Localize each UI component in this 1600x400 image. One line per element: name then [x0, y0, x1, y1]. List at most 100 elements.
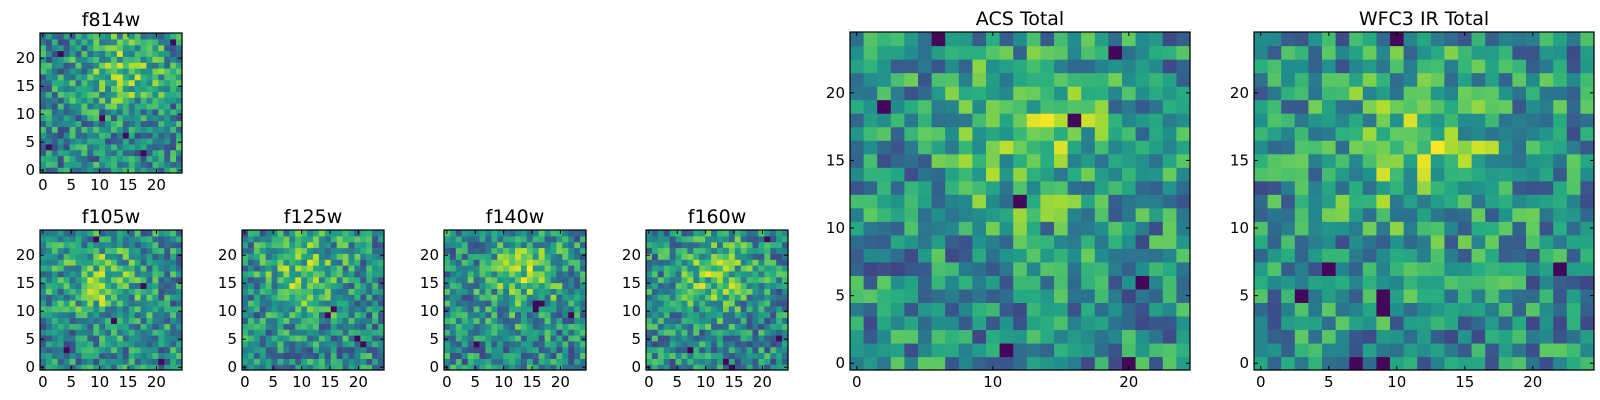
heatmap-cell [146, 56, 154, 63]
heatmap-cell [40, 56, 47, 63]
heatmap-cell [1176, 302, 1191, 317]
heatmap-cell [40, 358, 47, 365]
heatmap-cell [57, 241, 65, 249]
heatmap-cell [1013, 302, 1028, 317]
heatmap-cell [170, 235, 177, 243]
heatmap-cell [40, 317, 47, 324]
heatmap-cell [152, 235, 159, 243]
heatmap-cell [1580, 207, 1595, 222]
heatmap-cell [1553, 126, 1568, 141]
heatmap-cell [1094, 356, 1109, 371]
heatmap-cell [746, 352, 754, 359]
heatmap-cell [1444, 45, 1459, 60]
heatmap-cell [45, 56, 53, 63]
heatmap-cell [1254, 167, 1269, 182]
heatmap-cell [1026, 167, 1041, 182]
heatmap-cell [1403, 261, 1418, 276]
heatmap-cell [360, 300, 367, 307]
heatmap-cell [378, 352, 385, 359]
heatmap-cell [669, 241, 677, 249]
heatmap-cell [51, 323, 59, 330]
heatmap-cell [770, 329, 777, 336]
heatmap-cell [473, 323, 481, 330]
heatmap-cell [301, 282, 308, 289]
heatmap-cell [669, 230, 677, 237]
heatmap-cell [116, 126, 124, 133]
heatmap-cell [1294, 315, 1309, 331]
y-tick-label: 20 [16, 246, 35, 264]
heatmap-cell [764, 323, 771, 330]
heatmap-cell [330, 241, 338, 249]
heatmap-cell [972, 167, 987, 182]
heatmap-cell [378, 300, 385, 307]
heatmap-cell [904, 207, 919, 222]
heatmap-cell [1135, 248, 1150, 263]
heatmap-cell [746, 335, 754, 342]
heatmap-cell [444, 294, 451, 301]
heatmap-cell [904, 342, 919, 358]
heatmap-cell [1040, 45, 1055, 60]
heatmap-cell [1094, 261, 1109, 276]
heatmap-cell [57, 167, 65, 174]
heatmap-cell [770, 235, 777, 243]
heatmap-cell [170, 132, 177, 139]
heatmap-cell [247, 317, 255, 324]
heatmap-cell [51, 114, 59, 122]
heatmap-cell [301, 358, 308, 365]
heatmap-cell [562, 364, 569, 371]
heatmap-cell [945, 221, 960, 236]
heatmap-cell [1176, 356, 1191, 371]
heatmap-cell [93, 276, 100, 284]
heatmap-cell [111, 352, 118, 359]
heatmap-cell [158, 138, 165, 145]
heatmap-cell [1566, 288, 1581, 303]
heatmap-cell [473, 335, 481, 342]
heatmap-cell [646, 335, 653, 342]
heatmap-cell [1362, 248, 1377, 263]
heatmap-cell [1376, 207, 1391, 222]
heatmap-cell [93, 346, 100, 354]
heatmap-cell [455, 340, 463, 348]
heatmap-cell [164, 91, 171, 98]
heatmap-cell [307, 247, 314, 254]
heatmap-cell [93, 259, 100, 266]
heatmap-cell [657, 276, 665, 284]
heatmap-cell [782, 352, 789, 359]
heatmap-cell [1539, 180, 1554, 195]
heatmap-cell [1553, 194, 1568, 209]
heatmap-cell [301, 288, 308, 295]
heatmap-cell [1349, 72, 1364, 87]
heatmap-cell [1349, 140, 1364, 155]
heatmap-cell [105, 132, 112, 139]
heatmap-cell [520, 230, 528, 237]
heatmap-cell [1376, 126, 1391, 141]
heatmap-cell [538, 311, 546, 319]
heatmap-cell [1498, 180, 1513, 195]
heatmap-cell [764, 335, 771, 342]
heatmap-cell [111, 56, 118, 63]
heatmap-cell [752, 323, 760, 330]
heatmap-cell [122, 79, 130, 87]
heatmap-cell [1390, 32, 1405, 47]
heatmap-cell [503, 282, 510, 289]
heatmap-cell [122, 288, 130, 295]
heatmap-cell [999, 329, 1014, 344]
heatmap-cell [740, 340, 748, 348]
heatmap-cell [1417, 113, 1432, 128]
heatmap-cell [354, 311, 361, 319]
heatmap-cell [105, 311, 112, 319]
heatmap-cell [693, 317, 700, 324]
heatmap-cell [134, 138, 142, 145]
heatmap-cell [1458, 302, 1473, 317]
heatmap-cell [1013, 207, 1028, 222]
heatmap-cell [307, 259, 314, 266]
heatmap-cell [526, 317, 534, 324]
heatmap-cell [890, 153, 905, 168]
x-tick-label: 0 [1256, 373, 1266, 391]
heatmap-cell [1485, 329, 1500, 344]
heatmap-cell [1040, 140, 1055, 155]
heatmap-cell [176, 120, 183, 127]
heatmap-cell [40, 352, 47, 359]
heatmap-cell [1149, 59, 1164, 74]
heatmap-cell [1040, 329, 1055, 344]
